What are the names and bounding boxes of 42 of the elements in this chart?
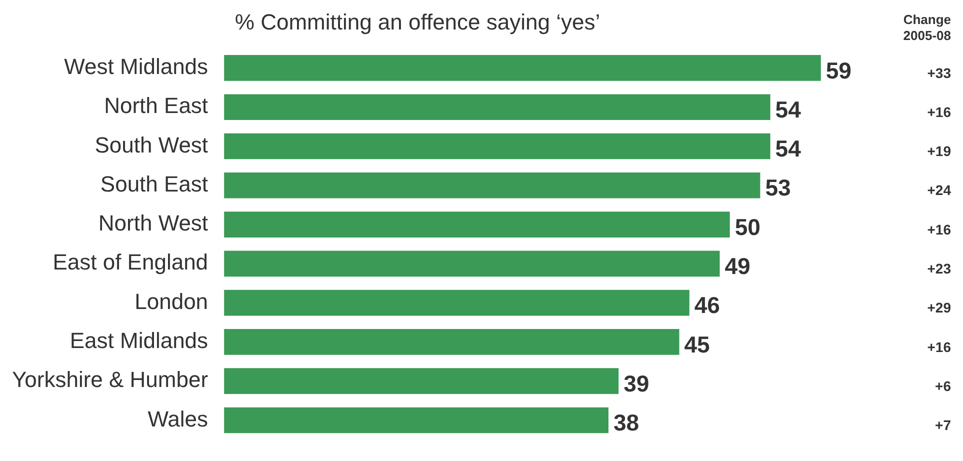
y-tick-label: North West (98, 210, 208, 236)
text: +24 (927, 182, 952, 198)
text: +16 (927, 338, 952, 355)
y-tick-label: East of England (52, 250, 208, 275)
y-tick-label: South West (94, 132, 208, 158)
text: +16 (927, 104, 952, 120)
text: +29 (927, 300, 952, 316)
bar (224, 329, 680, 355)
data-label: 46 (694, 292, 720, 318)
y-tick-label: London (134, 288, 208, 314)
text: +33 (927, 64, 952, 81)
data-label: 54 (775, 136, 802, 162)
data-label: 38 (613, 410, 640, 436)
data-label: 49 (724, 253, 750, 280)
y-tick-label: Yorkshire & Humber (12, 367, 208, 392)
text: +6 (935, 378, 952, 394)
text: +19 (927, 143, 952, 160)
bar (224, 290, 690, 316)
y-tick-label: West Midlands (64, 54, 208, 80)
bar (224, 368, 619, 394)
bar (224, 212, 730, 238)
bar (224, 407, 608, 434)
data-label: 50 (734, 214, 760, 240)
bar (224, 55, 821, 81)
chart-title: % Committing an offence saying ‘yes’ (234, 9, 600, 34)
y-tick-label: East Midlands (70, 328, 208, 354)
bar (224, 250, 720, 277)
y-tick-label: North East (104, 93, 208, 118)
data-label: 53 (765, 174, 791, 201)
data-label: 45 (684, 331, 710, 358)
data-label: 59 (826, 57, 852, 84)
y-tick-label: Wales (148, 406, 208, 432)
y-tick-label: South East (100, 171, 208, 196)
text: Change 2005-08 (903, 12, 951, 43)
text: +7 (935, 417, 952, 434)
bar (224, 133, 770, 160)
bar (224, 94, 770, 120)
data-label: 39 (624, 370, 650, 396)
data-label: 54 (775, 96, 802, 122)
text: +23 (927, 260, 952, 277)
text: +16 (927, 221, 952, 238)
bar (224, 172, 760, 198)
